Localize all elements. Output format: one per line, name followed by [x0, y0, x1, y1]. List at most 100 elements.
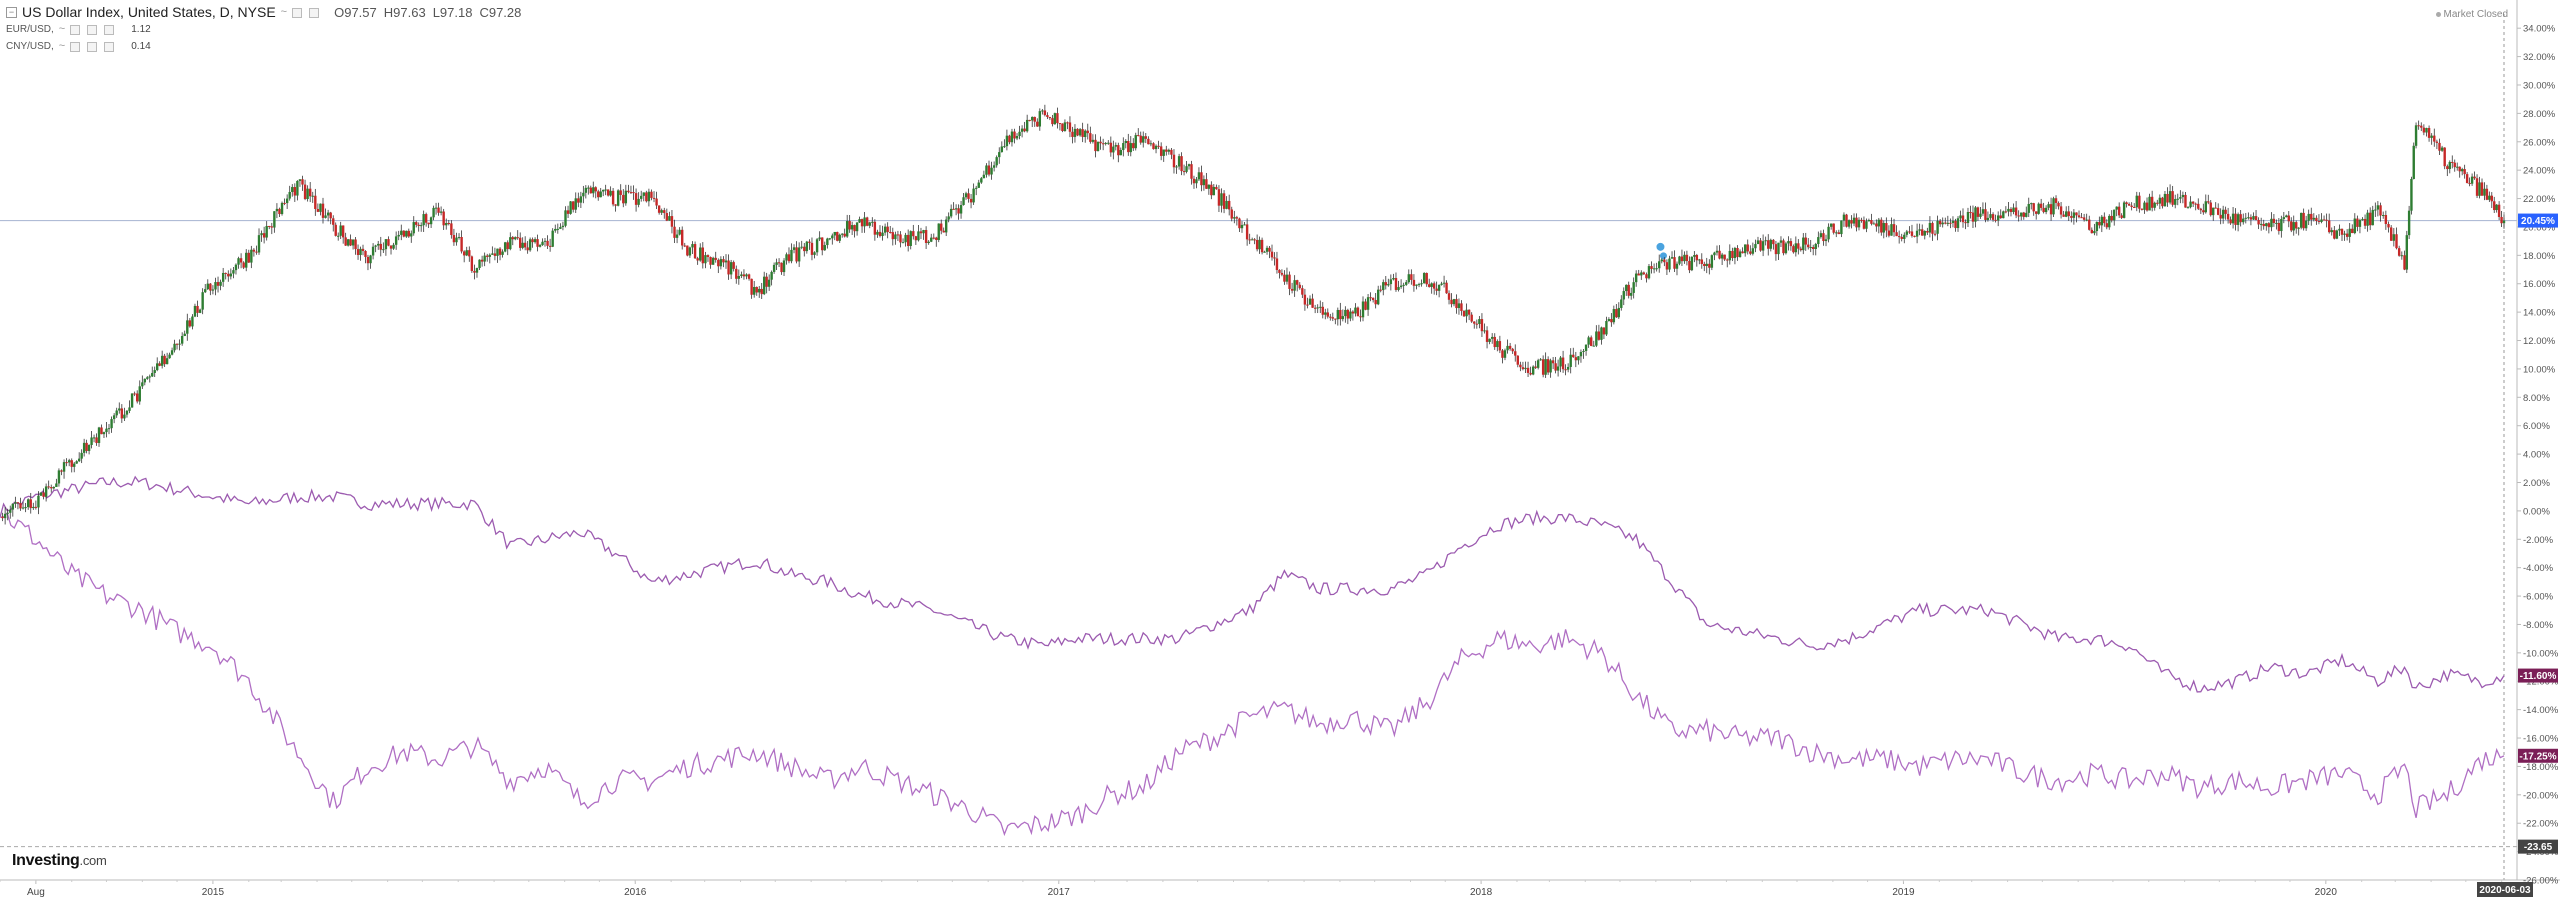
settings-icon[interactable] — [87, 41, 98, 52]
candle — [2468, 177, 2471, 187]
candle-body — [2247, 217, 2250, 219]
candle — [2412, 142, 2415, 180]
candle — [937, 223, 940, 243]
candle — [1366, 293, 1370, 316]
candle — [1137, 128, 1140, 137]
candle — [232, 267, 235, 279]
candle-body — [2122, 202, 2126, 218]
candle — [1063, 119, 1067, 132]
candle-body — [1207, 184, 1211, 189]
candle — [1185, 161, 1188, 174]
candle — [501, 249, 504, 258]
settings-icon[interactable] — [87, 24, 98, 35]
candle — [1324, 308, 1327, 320]
candle — [1685, 250, 1689, 266]
candle — [2302, 208, 2305, 231]
candle-body — [1430, 283, 1433, 287]
candle-body — [889, 231, 892, 233]
candle — [475, 267, 479, 278]
candle — [1705, 257, 1708, 274]
candle-body — [216, 282, 220, 286]
candle — [2397, 245, 2401, 257]
candle — [67, 458, 71, 467]
candle — [2371, 205, 2374, 226]
candle-body — [2105, 223, 2108, 228]
candle — [1104, 142, 1107, 146]
candle-body — [1420, 283, 1423, 285]
event-marker-icon[interactable] — [1655, 241, 1666, 252]
candle-body — [1260, 239, 1264, 253]
candle — [1690, 256, 1694, 272]
candle-body — [650, 191, 653, 198]
legend-row-cnyusd[interactable]: CNY/USD, ~ 0.14 — [6, 38, 528, 55]
candle — [519, 232, 522, 251]
candle-body — [1971, 212, 1975, 222]
candle — [298, 179, 302, 187]
candle — [257, 228, 261, 255]
candle-body — [1417, 284, 1421, 286]
candle — [50, 484, 53, 493]
visibility-icon[interactable] — [70, 24, 81, 35]
candle — [1485, 326, 1489, 349]
candle-body — [2231, 213, 2235, 224]
candle-body — [982, 174, 986, 179]
candle — [2108, 214, 2111, 230]
main-symbol-dropdown-icon[interactable]: ~ — [280, 6, 288, 18]
candle — [1167, 148, 1171, 155]
candle — [2163, 191, 2167, 207]
candle-body — [1590, 337, 1593, 346]
candle — [1192, 175, 1196, 189]
candle — [1240, 221, 1244, 233]
candle — [675, 229, 679, 244]
candle — [2358, 218, 2362, 234]
close-icon[interactable] — [104, 41, 115, 52]
candle-body — [460, 237, 463, 252]
candle-body — [1190, 164, 1193, 179]
candle — [1445, 280, 1448, 294]
candle-body — [1534, 366, 1537, 368]
candle — [1248, 233, 1251, 245]
main-symbol-title: US Dollar Index, United States, D, NYSE — [22, 4, 276, 20]
candle — [1331, 312, 1335, 322]
candle — [922, 229, 925, 240]
candle-body — [896, 234, 900, 236]
visibility-icon[interactable] — [70, 41, 81, 52]
collapse-legend-button[interactable]: − — [6, 7, 17, 18]
series-label: CNY/USD, — [6, 41, 54, 52]
candle-body — [645, 192, 648, 202]
candle — [1931, 221, 1934, 241]
series-dropdown-icon[interactable]: ~ — [58, 23, 66, 35]
event-marker-icon[interactable] — [1658, 251, 1668, 261]
candle-body — [2239, 214, 2242, 223]
candle — [151, 366, 154, 378]
candle-body — [543, 240, 547, 242]
candle — [1374, 293, 1377, 309]
candle-body — [1440, 283, 1443, 285]
candle — [992, 161, 996, 172]
candle — [1526, 361, 1530, 377]
candle — [1031, 116, 1034, 128]
candle-body — [2244, 217, 2247, 219]
candle — [974, 185, 978, 196]
candle-body — [1144, 136, 1147, 139]
candle — [1835, 230, 1838, 238]
series-dropdown-icon[interactable]: ~ — [58, 40, 66, 52]
candle — [1882, 220, 1885, 239]
visibility-icon[interactable] — [309, 7, 320, 18]
candle-body — [1132, 143, 1135, 149]
candle — [1028, 119, 1031, 122]
close-icon[interactable] — [104, 24, 115, 35]
candle-body — [772, 264, 776, 272]
candle-body — [1137, 135, 1140, 137]
legend-row-eurusd[interactable]: EUR/USD, ~ 1.12 — [6, 21, 528, 38]
candle-body — [2007, 208, 2010, 212]
settings-icon[interactable] — [292, 7, 303, 18]
candle — [1114, 142, 1118, 151]
candle-body — [2017, 215, 2020, 217]
candle — [1425, 272, 1428, 287]
candle-body — [2181, 194, 2185, 198]
candle-body — [729, 262, 733, 275]
candle-body — [1882, 223, 1885, 233]
